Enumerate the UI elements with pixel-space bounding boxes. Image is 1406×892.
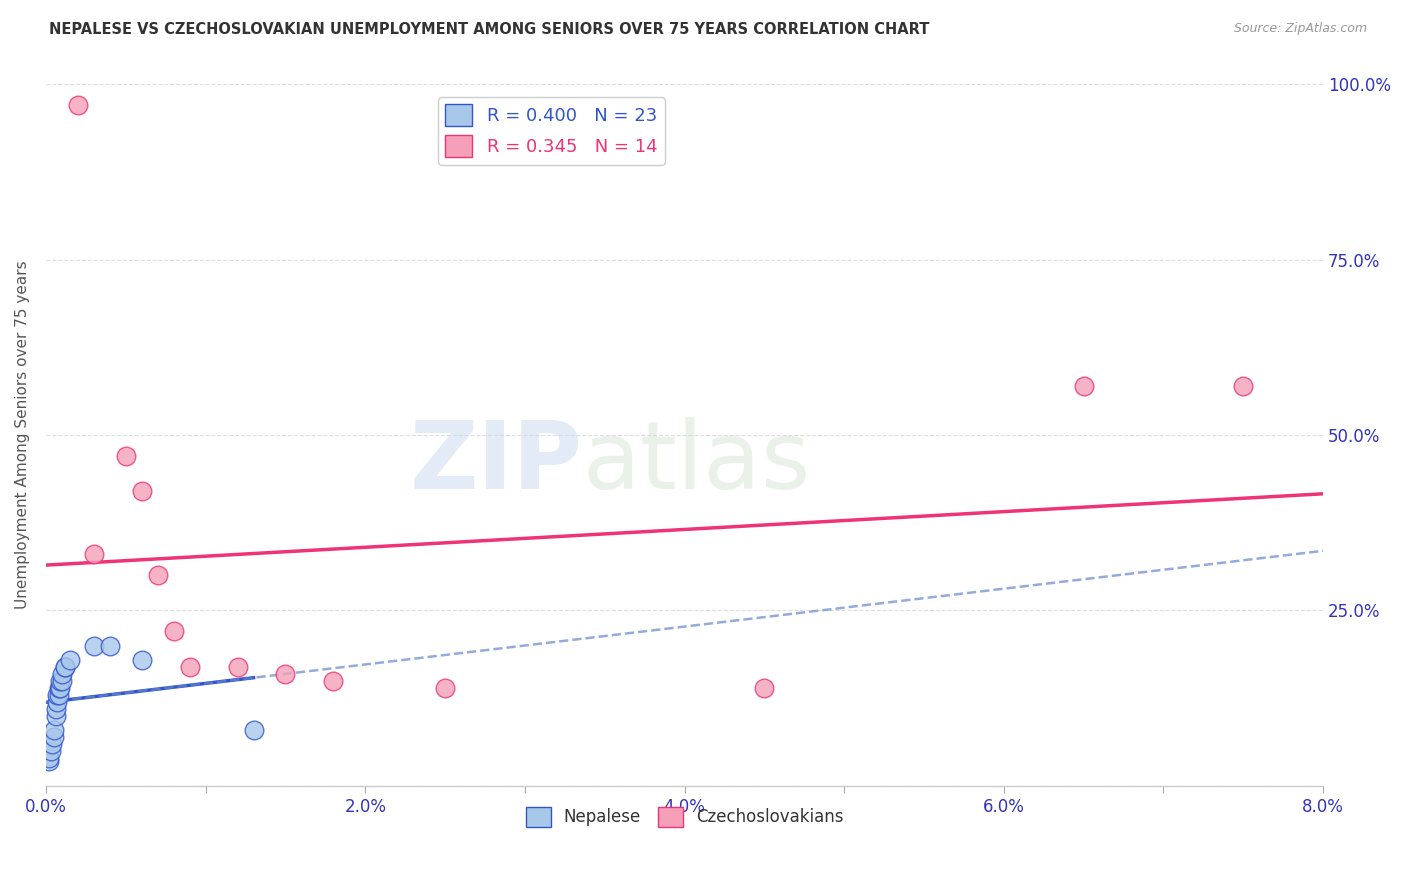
Text: ZIP: ZIP [409, 417, 582, 509]
Point [51, 673, 73, 688]
Point [45, 708, 67, 723]
Point [49, 673, 72, 688]
Point [46, 688, 69, 702]
Point [53, 659, 76, 673]
Point [1232, 379, 1254, 393]
Point [98, 639, 121, 653]
Point [114, 449, 136, 463]
Point [66, 98, 89, 112]
Point [146, 568, 169, 582]
Point [48, 688, 70, 702]
Point [39, 744, 62, 758]
Point [38, 750, 60, 764]
Legend: Nepalese, Czechoslovakians: Nepalese, Czechoslovakians [519, 800, 851, 833]
Point [42, 730, 65, 744]
Point [48, 681, 70, 695]
Point [163, 624, 186, 639]
Point [49, 681, 72, 695]
Text: atlas: atlas [582, 417, 811, 509]
Y-axis label: Unemployment Among Seniors over 75 years: Unemployment Among Seniors over 75 years [15, 260, 30, 609]
Point [51, 666, 73, 681]
Point [131, 652, 153, 666]
Point [38, 754, 60, 768]
Point [46, 695, 69, 709]
Text: NEPALESE VS CZECHOSLOVAKIAN UNEMPLOYMENT AMONG SENIORS OVER 75 YEARS CORRELATION: NEPALESE VS CZECHOSLOVAKIAN UNEMPLOYMENT… [49, 22, 929, 37]
Point [41, 737, 63, 751]
Point [53, 659, 76, 673]
Point [1073, 379, 1095, 393]
Point [274, 666, 297, 681]
Point [42, 723, 65, 737]
Point [131, 484, 153, 499]
Point [242, 723, 264, 737]
Point [434, 681, 457, 695]
Point [179, 659, 201, 673]
Text: Source: ZipAtlas.com: Source: ZipAtlas.com [1233, 22, 1367, 36]
Point [83, 639, 105, 653]
Point [83, 547, 105, 561]
Point [45, 701, 67, 715]
Point [59, 652, 82, 666]
Point [322, 673, 344, 688]
Point [226, 659, 249, 673]
Point [754, 681, 776, 695]
